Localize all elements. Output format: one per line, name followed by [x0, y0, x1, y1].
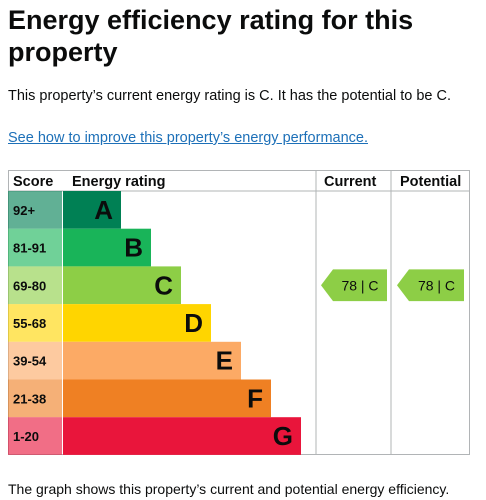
- current-header: Current: [324, 174, 377, 190]
- score-cell-a: [8, 191, 62, 229]
- rating-letter-b: B: [124, 233, 143, 263]
- rating-letter-f: F: [247, 383, 263, 413]
- rating-summary: This property’s current energy rating is…: [8, 88, 452, 104]
- current-rating-label: 78 | C: [341, 277, 378, 293]
- score-label-d: 55-68: [13, 316, 46, 331]
- score-label-b: 81-91: [13, 241, 46, 256]
- energy-rating-chart: Score Energy rating Current Potential 92+ A 81…: [8, 170, 470, 455]
- rating-letter-d: D: [184, 308, 203, 338]
- score-cell-c: [8, 266, 62, 305]
- improve-performance-link[interactable]: See how to improve this property’s energ…: [8, 130, 368, 146]
- rating-bar-b: [63, 228, 151, 267]
- rating-letter-a: A: [94, 195, 113, 225]
- rating-bar-c: [63, 266, 181, 305]
- rating-letter-g: G: [273, 421, 293, 451]
- score-label-g: 1-20: [13, 429, 39, 444]
- rating-bar-d: [63, 304, 211, 342]
- rating-bar-e: [63, 341, 241, 380]
- score-cell-e: [8, 341, 62, 380]
- rating-bar-f: [63, 379, 271, 418]
- rating-letter-c: C: [154, 270, 173, 300]
- page-title: Energy efficiency rating for this proper…: [8, 5, 414, 67]
- score-header: Score: [13, 174, 53, 190]
- score-cell-d: [8, 304, 62, 342]
- score-label-a: 92+: [13, 203, 35, 218]
- rating-letter-e: E: [216, 346, 233, 376]
- potential-header: Potential: [400, 174, 461, 190]
- graph-description: The graph shows this property’s current …: [8, 481, 450, 497]
- score-cell-b: [8, 228, 62, 267]
- score-label-e: 39-54: [13, 354, 47, 369]
- rating-bar-g: [63, 417, 301, 455]
- potential-arrow: [397, 269, 464, 302]
- current-arrow: [321, 269, 387, 302]
- rating-bar-a: [63, 191, 121, 229]
- score-label-c: 69-80: [13, 278, 46, 293]
- energy-rating-header: Energy rating: [72, 174, 165, 190]
- score-cell-f: [8, 379, 62, 418]
- score-cell-g: [8, 417, 62, 455]
- score-label-f: 21-38: [13, 391, 46, 406]
- potential-rating-label: 78 | C: [418, 277, 455, 293]
